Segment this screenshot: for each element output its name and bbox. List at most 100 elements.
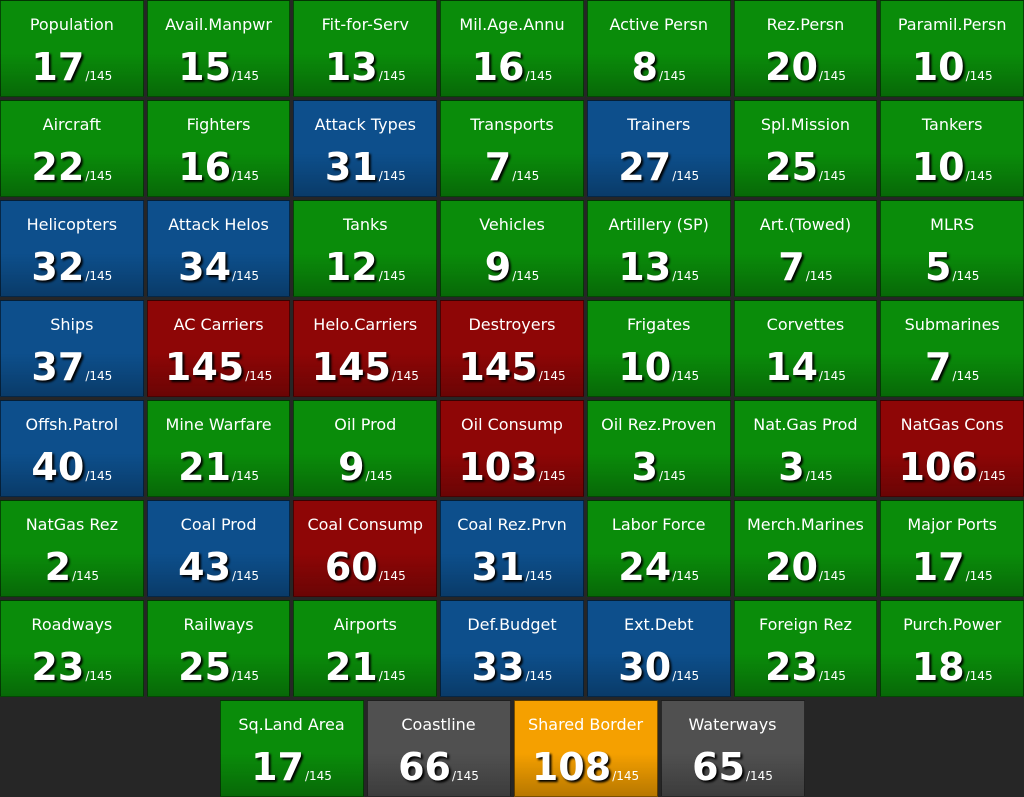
stat-label: Transports bbox=[470, 115, 554, 134]
stat-tile: Sq.Land Area 17/145 bbox=[219, 700, 364, 797]
stat-tile: Helicopters 32/145 bbox=[0, 200, 144, 297]
stat-tile: Paramil.Persn 10/145 bbox=[880, 0, 1024, 97]
stat-tile: Oil Rez.Proven 3/145 bbox=[586, 400, 731, 497]
rank: 21 bbox=[324, 645, 378, 689]
tile-row: Sq.Land Area 17/145 Coastline 66/145 Shared … bbox=[0, 700, 1024, 797]
stat-tile: Aircraft 22/145 bbox=[0, 100, 144, 197]
stat-label: Aircraft bbox=[42, 115, 102, 134]
stat-label: Oil Rez.Proven bbox=[601, 415, 717, 434]
rank-total: /145 bbox=[818, 569, 846, 583]
stat-tile: Mine Warfare 21/145 bbox=[146, 400, 291, 497]
stat-label: Rez.Persn bbox=[766, 15, 845, 34]
stat-label: Shared Border bbox=[527, 715, 644, 734]
tile-row: Roadways 23/145 Railways 25/145 Airports 21/1… bbox=[0, 600, 1024, 697]
stat-label: Labor Force bbox=[611, 515, 706, 534]
rank-total: /145 bbox=[818, 169, 846, 183]
stat-tile: Frigates 10/145 bbox=[586, 300, 731, 397]
rank: 25 bbox=[178, 645, 232, 689]
rank-total: /145 bbox=[745, 769, 773, 783]
tile-row: Population 17/145 Avail.Manpwr 15/145 Fit-fo… bbox=[0, 0, 1024, 97]
rank: 25 bbox=[765, 145, 818, 189]
rank: 7 bbox=[484, 145, 512, 189]
stat-tile: Corvettes 14/145 bbox=[733, 300, 878, 397]
rank-total: /145 bbox=[818, 69, 846, 83]
stat-tile: Foreign Rez 23/145 bbox=[733, 600, 878, 697]
rank: 9 bbox=[484, 245, 512, 289]
stat-value: 20/145 bbox=[735, 45, 877, 89]
stat-label: Fighters bbox=[186, 115, 251, 134]
stat-label: Mil.Age.Annu bbox=[459, 15, 565, 34]
stat-value: 8/145 bbox=[588, 45, 730, 89]
stat-value: 12/145 bbox=[294, 245, 436, 289]
rank: 145 bbox=[311, 345, 391, 389]
stat-value: 21/145 bbox=[294, 645, 436, 689]
rank-total: /145 bbox=[978, 469, 1006, 483]
rank-total: /145 bbox=[672, 269, 700, 283]
stat-tile: Helo.Carriers 145/145 bbox=[293, 300, 438, 397]
rank-total: /145 bbox=[72, 569, 100, 583]
stat-tile: Shared Border 108/145 bbox=[513, 700, 658, 797]
rank: 3 bbox=[631, 445, 658, 489]
rank-total: /145 bbox=[965, 69, 993, 83]
stat-value: 23/145 bbox=[1, 645, 143, 689]
rank: 18 bbox=[911, 645, 965, 689]
stat-value: 20/145 bbox=[735, 545, 877, 589]
stat-value: 30/145 bbox=[588, 645, 730, 689]
rank: 10 bbox=[911, 145, 965, 189]
rank-total: /145 bbox=[818, 369, 846, 383]
rank-total: /145 bbox=[85, 269, 113, 283]
stat-value: 13/145 bbox=[294, 45, 436, 89]
stat-value: 22/145 bbox=[1, 145, 143, 189]
stat-label: Offsh.Patrol bbox=[25, 415, 119, 434]
stat-tile: Attack Types 31/145 bbox=[293, 100, 438, 197]
stat-label: Attack Helos bbox=[168, 215, 269, 234]
stat-label: NatGas Cons bbox=[900, 415, 1004, 434]
stat-value: 37/145 bbox=[1, 345, 143, 389]
stat-value: 10/145 bbox=[881, 45, 1023, 89]
stat-tile: Def.Budget 33/145 bbox=[440, 600, 584, 697]
rank: 31 bbox=[324, 145, 378, 189]
tile-row: NatGas Rez 2/145 Coal Prod 43/145 Coal Consu… bbox=[0, 500, 1024, 597]
rank-total: /145 bbox=[85, 169, 113, 183]
rank-total: /145 bbox=[525, 69, 553, 83]
stat-value: 33/145 bbox=[441, 645, 583, 689]
stat-tile: MLRS 5/145 bbox=[880, 200, 1024, 297]
stat-tile: Coastline 66/145 bbox=[366, 700, 511, 797]
stat-label: Oil Consump bbox=[461, 415, 563, 434]
rank-total: /145 bbox=[378, 269, 406, 283]
stat-label: Tankers bbox=[921, 115, 983, 134]
rank-total: /145 bbox=[232, 69, 259, 83]
rank-total: /145 bbox=[391, 369, 419, 383]
stat-label: Oil Prod bbox=[334, 415, 397, 434]
stat-value: 9/145 bbox=[441, 245, 583, 289]
stat-label: Corvettes bbox=[766, 315, 845, 334]
rank-total: /145 bbox=[805, 269, 833, 283]
stat-label: Def.Budget bbox=[467, 615, 557, 634]
rank-total: /145 bbox=[512, 269, 540, 283]
rank: 16 bbox=[471, 45, 525, 89]
stat-value: 10/145 bbox=[881, 145, 1023, 189]
rank-total: /145 bbox=[232, 269, 259, 283]
stat-label: Frigates bbox=[626, 315, 691, 334]
stat-value: 66/145 bbox=[368, 745, 510, 789]
stat-value: 108/145 bbox=[515, 745, 657, 789]
rank: 103 bbox=[458, 445, 538, 489]
rank: 27 bbox=[618, 145, 672, 189]
stat-value: 17/145 bbox=[881, 545, 1023, 589]
stat-label: Spl.Mission bbox=[760, 115, 850, 134]
stat-tile: NatGas Rez 2/145 bbox=[0, 500, 144, 597]
rank: 14 bbox=[765, 345, 818, 389]
rank: 32 bbox=[31, 245, 85, 289]
stat-label: Merch.Marines bbox=[747, 515, 864, 534]
stat-value: 24/145 bbox=[588, 545, 730, 589]
rank: 145 bbox=[164, 345, 245, 389]
rank-total: /145 bbox=[538, 469, 566, 483]
stat-value: 15/145 bbox=[148, 45, 290, 89]
stat-value: 31/145 bbox=[441, 545, 583, 589]
stat-tile: Tankers 10/145 bbox=[880, 100, 1024, 197]
stat-tile: Rez.Persn 20/145 bbox=[733, 0, 878, 97]
stat-value: 145/145 bbox=[148, 345, 290, 389]
rank: 7 bbox=[924, 345, 952, 389]
rank-total: /145 bbox=[378, 569, 406, 583]
stat-value: 21/145 bbox=[148, 445, 290, 489]
